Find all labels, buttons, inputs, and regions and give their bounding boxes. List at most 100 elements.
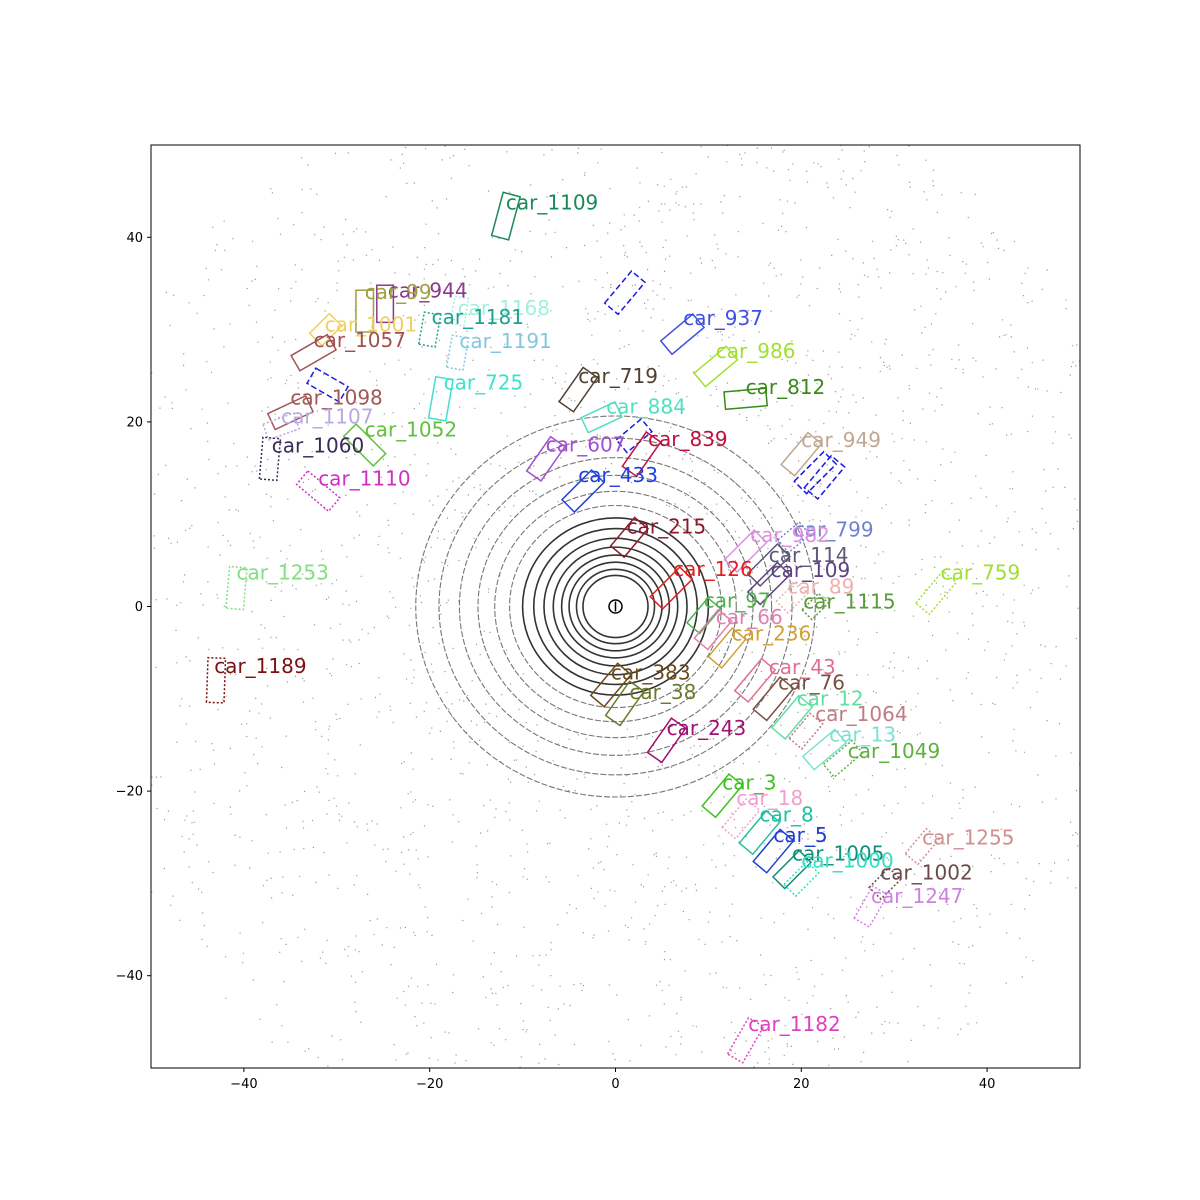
box-label: car_1000 <box>801 849 893 873</box>
lidar-rings-layer <box>415 415 816 798</box>
box-label: car_243 <box>667 716 747 740</box>
box-label: car_982 <box>750 523 830 547</box>
box-label: car_799 <box>794 517 874 541</box>
box-label: car_1001 <box>325 312 417 336</box>
box-label: car_949 <box>801 428 881 452</box>
box-car-1064 <box>788 712 824 750</box>
box-label: car_937 <box>683 306 763 330</box>
box-label: car_986 <box>716 339 796 363</box>
box-car-236 <box>707 627 747 669</box>
box-label: car_18 <box>736 786 803 810</box>
box-labels-layer: car_1109car_944car_99car_1168car_1181car… <box>214 191 1021 1036</box>
box-label: car_1189 <box>214 654 306 678</box>
box-label: car_43 <box>769 655 836 679</box>
box-car-1109 <box>490 191 522 241</box>
box-car-8 <box>738 809 781 856</box>
box-label: car_66 <box>716 605 783 629</box>
x-tick-label: −40 <box>230 1077 257 1092</box>
box-car-759 <box>914 569 958 616</box>
box-label: car_5 <box>773 823 827 847</box>
box-label: car_13 <box>829 722 896 746</box>
box-car-949 <box>780 431 823 477</box>
box-car-18 <box>721 797 761 840</box>
box-car-109 <box>746 561 791 606</box>
box-car-114 <box>746 542 791 588</box>
box-label: car_1115 <box>803 589 895 613</box>
bounding-boxes-layer <box>205 191 958 1064</box>
box-label: car_126 <box>673 557 753 581</box>
box-car-1052 <box>342 422 387 468</box>
box-label: car_114 <box>769 543 849 567</box>
box-label: car_215 <box>627 515 707 539</box>
box-car-799 <box>776 520 811 554</box>
x-tick-label: 20 <box>793 1077 810 1092</box>
box-car-12 <box>770 694 814 741</box>
box-car-1057 <box>290 333 338 372</box>
box-car-937 <box>659 312 706 356</box>
box-car-1115 <box>801 592 830 621</box>
lidar-ring <box>458 457 773 756</box>
box-car-243 <box>646 717 687 764</box>
box-label: car_1255 <box>922 826 1014 850</box>
box-label: car_884 <box>606 395 686 419</box>
box-car-1168 <box>449 295 470 327</box>
lidar-ring <box>521 517 710 696</box>
lidar-ring <box>532 527 699 686</box>
box-car-99 <box>355 289 375 333</box>
box-car-812 <box>723 387 768 411</box>
box-car-1253 <box>225 565 248 611</box>
lidar-ring <box>438 437 793 776</box>
box-car-1247 <box>853 885 889 928</box>
box-label: car_1107 <box>281 405 373 429</box>
y-tick-label: −20 <box>116 785 143 800</box>
lidar-ring <box>415 415 816 798</box>
box-car-1255 <box>904 827 940 866</box>
box-label: car_38 <box>629 680 696 704</box>
box-car-1002 <box>868 866 902 901</box>
box-car-1001 <box>308 312 343 347</box>
y-tick-label: 40 <box>126 231 143 246</box>
lidar-ring <box>543 537 688 676</box>
x-tick-label: −20 <box>416 1077 443 1092</box>
box-label: car_759 <box>941 561 1021 585</box>
x-axis: −40 −20 0 20 40 <box>230 1068 995 1092</box>
box-car-5 <box>752 828 795 874</box>
box-car-1181 <box>417 311 442 348</box>
box-label: car_1253 <box>237 561 329 585</box>
box-label: car_109 <box>771 558 851 582</box>
box-car-1107 <box>262 412 301 441</box>
box-car-884 <box>580 400 623 434</box>
unlabeled-box <box>803 454 846 501</box>
box-label: car_1168 <box>458 296 550 320</box>
box-car-1191 <box>445 334 470 372</box>
box-label: car_1052 <box>365 418 457 442</box>
box-label: car_839 <box>648 427 728 451</box>
ego-circle <box>608 599 623 614</box>
x-tick-label: 0 <box>611 1077 619 1092</box>
box-car-1049 <box>822 739 864 779</box>
lidar-ring <box>575 568 656 645</box>
box-car-839 <box>621 431 662 478</box>
box-car-719 <box>558 366 599 413</box>
lidar-ring <box>582 574 649 639</box>
box-car-13 <box>801 728 848 771</box>
box-label: car_1191 <box>459 329 551 353</box>
lidar-ring <box>477 474 754 739</box>
box-label: car_76 <box>778 671 845 695</box>
box-label: car_1181 <box>432 305 524 329</box>
lidar-points-layer <box>151 145 1080 1068</box>
box-label: car_1110 <box>318 467 410 491</box>
box-label: car_1182 <box>748 1012 840 1036</box>
box-label: car_8 <box>760 803 814 827</box>
box-car-433 <box>560 469 606 514</box>
box-label: car_1002 <box>880 861 972 885</box>
box-car-1189 <box>205 656 227 704</box>
box-car-215 <box>609 516 650 559</box>
box-label: car_433 <box>578 463 658 487</box>
box-label: car_1005 <box>792 841 884 865</box>
box-car-97 <box>685 596 722 635</box>
box-label: car_607 <box>546 432 626 456</box>
unlabeled-box <box>603 269 647 316</box>
box-car-982 <box>723 529 768 574</box>
